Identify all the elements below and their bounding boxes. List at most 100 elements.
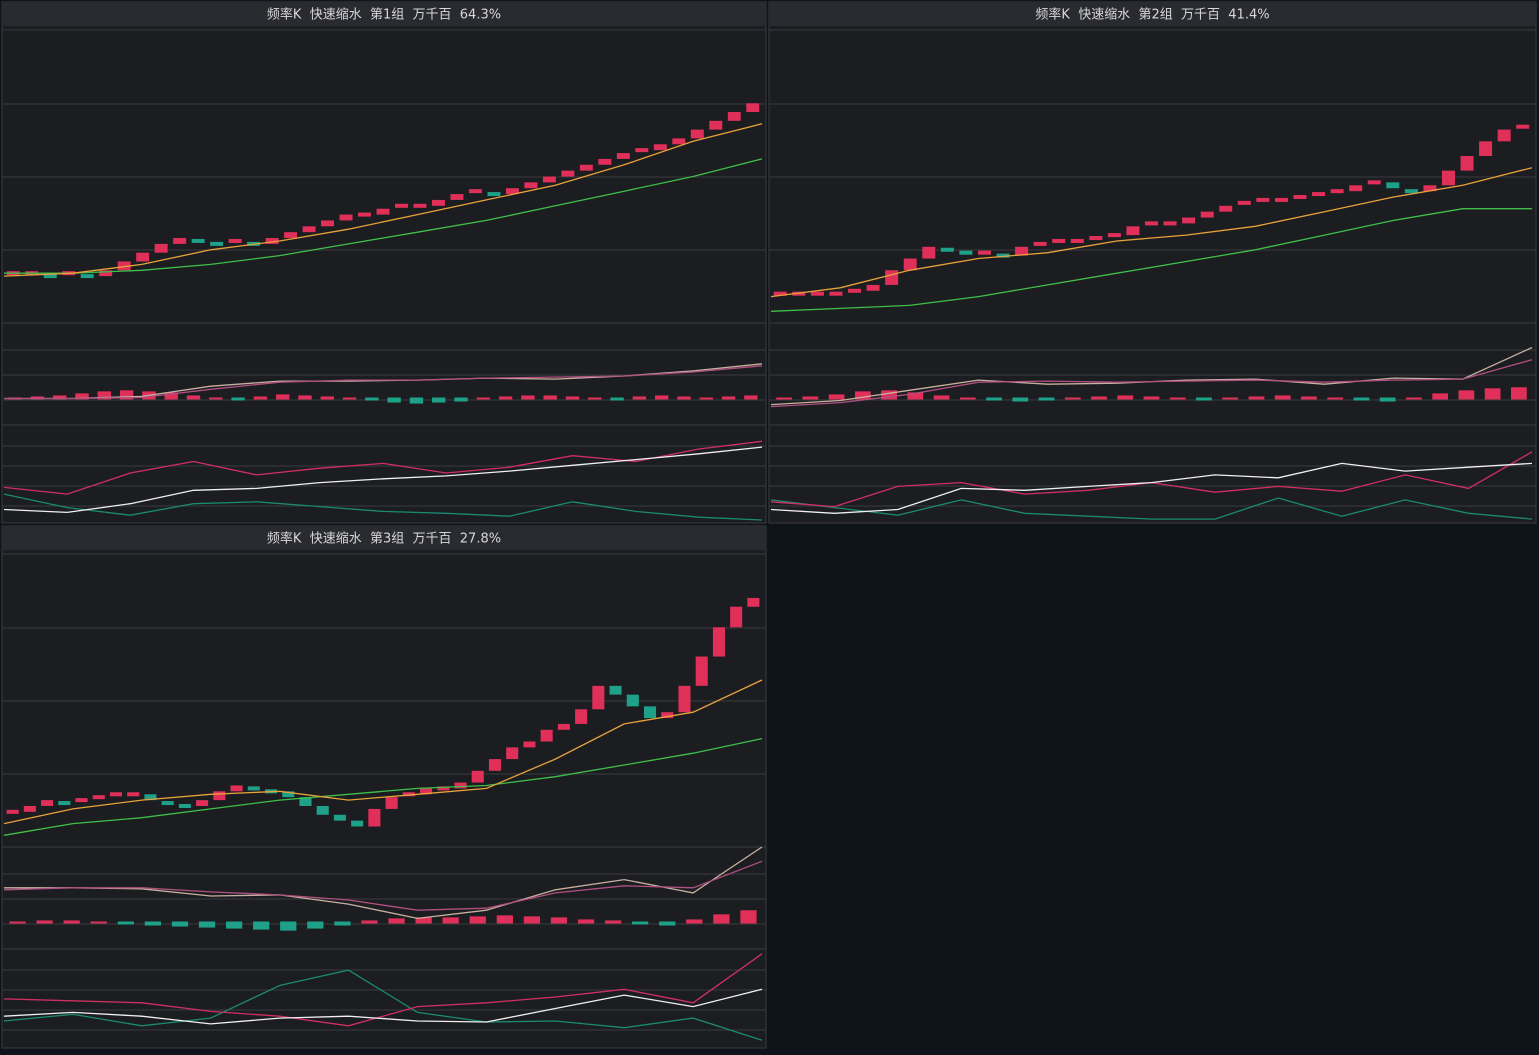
macd-bar	[1012, 397, 1029, 402]
macd-bar	[298, 395, 312, 400]
candle	[810, 291, 824, 296]
candle	[1404, 189, 1418, 194]
candle	[1256, 197, 1270, 202]
macd-bar	[1432, 393, 1449, 400]
macd-bar	[498, 396, 513, 400]
candle	[6, 809, 19, 814]
candle	[420, 788, 433, 795]
macd-bar	[1274, 395, 1291, 400]
macd-bar	[802, 396, 819, 400]
macd-bar	[387, 397, 401, 403]
macd-bar	[740, 910, 757, 924]
candle	[1033, 241, 1047, 246]
macd-bar	[632, 396, 647, 400]
macd-bar	[97, 391, 112, 400]
ma_slow-line	[4, 158, 763, 274]
candle	[635, 148, 649, 153]
macd-bar	[933, 395, 950, 400]
macd-bar	[881, 390, 897, 400]
candle	[653, 144, 667, 151]
d-line	[3, 953, 763, 1027]
macd-bar	[604, 920, 622, 924]
candle	[468, 189, 482, 194]
macd-bar	[90, 921, 107, 924]
macd-bar	[1169, 397, 1186, 400]
k-line	[3, 988, 763, 1025]
j-line	[3, 969, 763, 1041]
candle	[505, 188, 519, 195]
macd-bar	[320, 396, 334, 400]
candle	[454, 782, 467, 789]
candle	[196, 800, 209, 806]
panel-bg	[1, 525, 767, 1049]
candle	[191, 238, 205, 243]
candle	[996, 253, 1010, 258]
macd-bar	[1038, 397, 1055, 401]
macd-bar	[253, 396, 268, 400]
macd-bar	[409, 397, 424, 404]
candle	[395, 203, 408, 208]
candle	[1516, 124, 1530, 129]
candle	[959, 250, 973, 255]
candle	[109, 792, 123, 797]
candle	[144, 794, 157, 801]
candle	[173, 238, 187, 244]
candle	[385, 797, 398, 809]
candle	[351, 820, 364, 827]
macd-bar	[469, 916, 486, 924]
candle	[1237, 200, 1251, 205]
candle	[1219, 205, 1233, 212]
candle	[542, 176, 556, 183]
candle	[903, 258, 917, 271]
candle	[316, 805, 329, 815]
panel-bg	[768, 1, 1537, 524]
candle	[848, 288, 862, 293]
macd-bar	[1091, 396, 1107, 400]
macd-bar	[164, 392, 178, 400]
candle	[829, 291, 843, 296]
panel-title: 频率K 快速缩水 第1组 万千百 64.3%	[267, 7, 501, 23]
candle	[1423, 185, 1437, 192]
macd-bar	[543, 395, 557, 400]
candle	[368, 808, 381, 827]
candle	[23, 805, 36, 812]
candle	[1145, 221, 1158, 226]
macd-bar	[677, 396, 691, 400]
candle	[1182, 217, 1196, 224]
macd-bar	[209, 397, 223, 400]
ma_slow-line	[3, 737, 763, 836]
candle	[609, 685, 622, 695]
candle	[178, 803, 191, 808]
dif-line	[4, 846, 763, 920]
macd-bar	[9, 921, 26, 924]
ma_fast-line	[3, 679, 763, 825]
candle	[450, 194, 464, 200]
macd-bar	[307, 921, 324, 929]
macd-bar	[36, 920, 53, 924]
macd-bar	[550, 917, 568, 924]
chart-panel: 频率K 快速缩水 第2组 万千百 41.4%	[768, 1, 1537, 524]
candle	[557, 723, 570, 730]
macd-bar	[225, 921, 243, 929]
candle	[127, 792, 140, 797]
macd-bar	[686, 919, 703, 924]
candle	[1386, 182, 1400, 189]
j-line	[770, 497, 1533, 520]
macd-bar	[1248, 396, 1265, 400]
macd-bar	[186, 395, 201, 400]
macd-bar	[171, 921, 189, 927]
macd-bar	[854, 391, 871, 400]
candle	[1312, 192, 1326, 197]
macd-bar	[1064, 397, 1081, 400]
candle	[333, 814, 346, 821]
candle	[402, 792, 415, 797]
candle	[154, 243, 168, 253]
macd-bar	[1379, 397, 1396, 402]
candle	[80, 274, 94, 279]
macd-bar	[253, 921, 270, 930]
candle	[136, 252, 150, 262]
candle	[1015, 246, 1029, 256]
candle	[1497, 129, 1511, 142]
macd-bar	[63, 920, 80, 924]
panel-header	[2, 2, 766, 26]
